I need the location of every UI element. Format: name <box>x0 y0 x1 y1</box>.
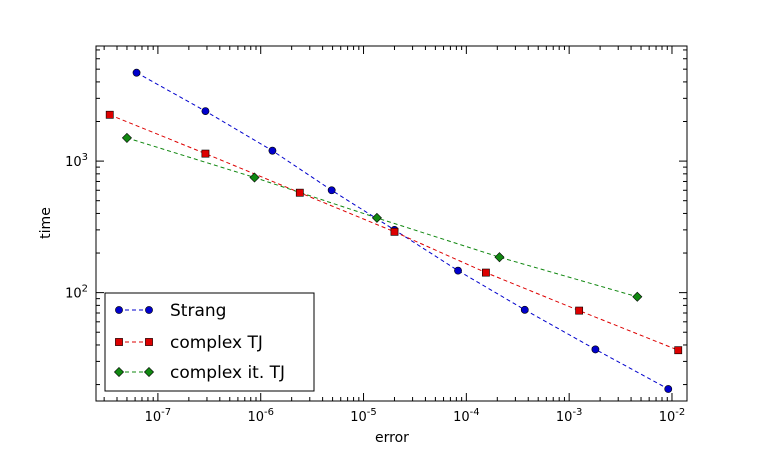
x-tick-exponent: -7 <box>161 407 171 418</box>
x-tick-exponent: -4 <box>470 407 480 418</box>
x-tick-label: 10-6 <box>247 407 274 425</box>
data-point-complex-tj <box>105 110 114 119</box>
x-tick-base: 10 <box>350 410 367 425</box>
y-tick-exponent: 3 <box>82 152 88 163</box>
x-axis-label: error <box>375 430 409 446</box>
legend-label-complex-tj: complex TJ <box>170 333 263 353</box>
x-tick-label: 10-2 <box>659 407 686 425</box>
data-point-strang <box>201 107 210 115</box>
data-point-strang <box>591 345 600 354</box>
y-axis-label: time <box>38 207 54 239</box>
legend-marker-complex-tj <box>145 338 153 346</box>
data-point-complex-tj <box>295 188 304 197</box>
legend-marker-complex-it-tj <box>113 366 125 378</box>
x-tick-exponent: -6 <box>264 407 274 418</box>
data-point-strang <box>132 68 141 77</box>
axis-ticks <box>96 46 687 401</box>
y-tick-base: 10 <box>65 155 82 170</box>
data-point-complex-tj <box>482 268 490 277</box>
legend-marker-complex-tj <box>115 338 123 346</box>
plot-frame <box>95 45 688 402</box>
data-point-complex-it-tj <box>494 252 505 263</box>
legend-label-complex-it-tj: complex it. TJ <box>170 363 285 383</box>
x-tick-exponent: -3 <box>572 407 582 418</box>
legend-marker-strang <box>115 306 123 314</box>
data-point-strang <box>454 266 462 275</box>
data-point-strang <box>327 186 336 195</box>
x-tick-exponent: -5 <box>367 407 377 418</box>
data-point-strang <box>664 385 673 393</box>
data-point-complex-it-tj <box>121 132 132 143</box>
legend-marker-complex-it-tj <box>143 366 155 378</box>
y-tick-exponent: 2 <box>82 284 88 295</box>
x-tick-label: 10-4 <box>453 407 480 425</box>
data-point-strang <box>520 305 529 314</box>
data-point-complex-tj <box>575 306 584 315</box>
x-tick-label: 10-5 <box>350 407 377 425</box>
series-markers <box>105 68 683 393</box>
x-tick-base: 10 <box>247 410 264 425</box>
y-tick-label: 102 <box>65 284 88 302</box>
data-point-complex-it-tj <box>371 212 382 223</box>
x-tick-base: 10 <box>145 410 162 425</box>
x-tick-labels: 10-7 10-6 10-5 10-4 10-3 10-2 <box>145 407 686 425</box>
data-point-complex-tj <box>674 346 683 355</box>
data-point-complex-tj <box>201 149 210 158</box>
x-tick-base: 10 <box>453 410 470 425</box>
data-point-complex-it-tj <box>249 172 260 183</box>
x-tick-base: 10 <box>659 410 676 425</box>
x-tick-label: 10-7 <box>145 407 172 425</box>
y-tick-label: 103 <box>65 152 88 170</box>
data-point-complex-it-tj <box>632 291 643 302</box>
y-tick-base: 10 <box>65 287 82 302</box>
x-tick-label: 10-3 <box>556 407 583 425</box>
legend: Strang complex TJ complex it. TJ <box>104 292 315 392</box>
data-point-strang <box>268 146 277 155</box>
x-tick-base: 10 <box>556 410 573 425</box>
x-tick-exponent: -2 <box>675 407 685 418</box>
data-point-complex-tj <box>390 227 399 236</box>
legend-marker-strang <box>145 306 153 314</box>
legend-label-strang: Strang <box>170 301 226 321</box>
